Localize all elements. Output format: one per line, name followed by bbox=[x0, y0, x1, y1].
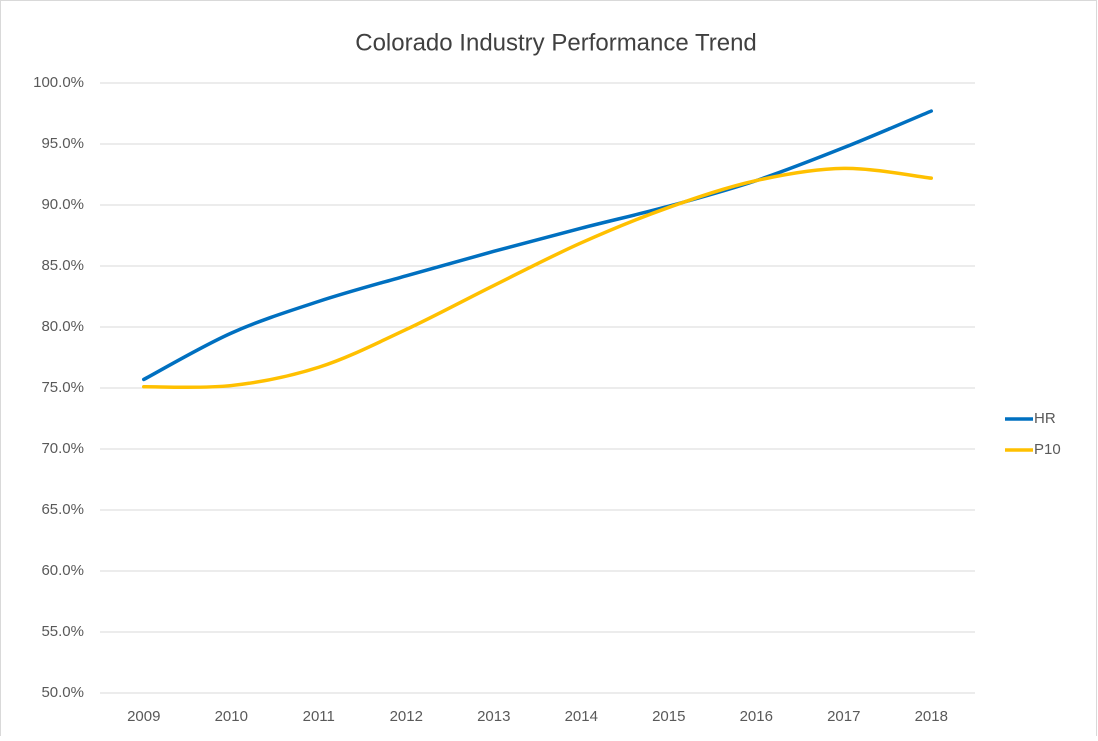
x-tick-label: 2015 bbox=[652, 708, 685, 725]
x-tick-label: 2011 bbox=[303, 708, 335, 725]
y-tick-label: 95.0% bbox=[41, 135, 84, 152]
y-tick-label: 70.0% bbox=[41, 440, 84, 457]
x-tick-label: 2012 bbox=[390, 708, 423, 725]
x-tick-label: 2018 bbox=[915, 708, 948, 725]
line bbox=[142, 109, 933, 382]
y-tick-label: 55.0% bbox=[41, 623, 84, 640]
chart-title: Colorado Industry Performance Trend bbox=[355, 29, 757, 56]
x-tick-label: 2009 bbox=[127, 708, 160, 725]
y-tick-label: 85.0% bbox=[41, 257, 84, 274]
x-tick-label: 2010 bbox=[215, 708, 248, 725]
y-tick-label: 50.0% bbox=[41, 684, 84, 701]
x-tick-label: 2014 bbox=[565, 708, 598, 725]
y-tick-label: 80.0% bbox=[41, 318, 84, 335]
legend-label: P10 bbox=[1034, 441, 1061, 458]
y-tick-label: 100.0% bbox=[33, 74, 84, 91]
y-tick-label: 65.0% bbox=[41, 501, 84, 518]
line bbox=[142, 166, 933, 390]
y-tick-label: 60.0% bbox=[41, 562, 84, 579]
y-tick-label: 90.0% bbox=[41, 196, 84, 213]
legend-label: HR bbox=[1034, 410, 1056, 427]
x-tick-label: 2017 bbox=[827, 708, 860, 725]
y-tick-label: 75.0% bbox=[41, 379, 84, 396]
x-tick-label: 2013 bbox=[477, 708, 510, 725]
x-tick-label: 2016 bbox=[740, 708, 773, 725]
